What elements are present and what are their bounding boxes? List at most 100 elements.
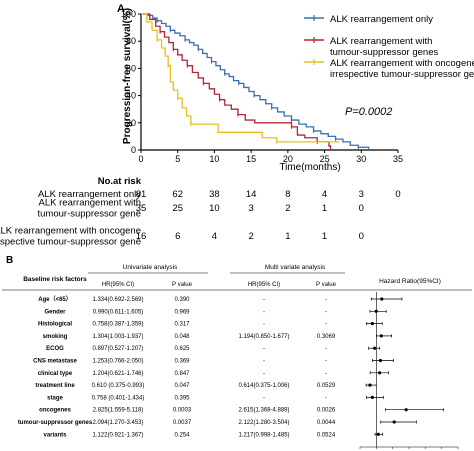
uni-hr-header: HR(95% CI)	[102, 282, 134, 288]
risk-count: 6	[175, 231, 180, 242]
multi-hr-cell: -	[263, 359, 265, 365]
risk-count: 0	[359, 231, 364, 242]
uni-p-cell: 0.969	[174, 309, 190, 315]
hr-point	[404, 408, 408, 412]
forest-header: Hazard Ratio(95%CI)	[379, 278, 441, 285]
risk-count: 8	[285, 189, 290, 200]
risk-count: 35	[136, 203, 147, 214]
forest-table-chart: B Univariate analysis Multi variate analy…	[2, 255, 472, 449]
hr-point	[378, 358, 383, 363]
uni-hr-cell: 0.758(0.387-1.359)	[92, 322, 143, 328]
hr-point	[373, 346, 377, 350]
multi-p-cell: -	[325, 346, 327, 352]
multi-hr-cell: 1.194(0.850-1.677)	[238, 334, 289, 340]
uni-hr-cell: 1.253(0.766-2.050)	[92, 359, 143, 365]
risk-count: 0	[359, 203, 364, 214]
factor-label: Age（<65）	[38, 295, 72, 303]
uni-hr-cell: 0.758 (0.401-1.434)	[92, 395, 145, 401]
risk-count: 3	[248, 203, 253, 214]
risk-row-label: irrespective tumour-suppressor gene	[0, 237, 141, 248]
legend-label-onc: ALK rearrangement with oncogenes	[330, 58, 474, 69]
multi-p-cell: -	[325, 371, 327, 377]
multi-hr-cell: -	[263, 346, 265, 352]
multi-p-cell: 0.0026	[317, 408, 336, 414]
legend-label-onc: irrespective tumour-suppressor genes	[330, 69, 474, 80]
risk-row-label: tumour-suppressor gene	[38, 209, 142, 220]
risk-count: 4	[212, 231, 217, 242]
panel-label-b: B	[6, 255, 13, 266]
multi-p-cell: 0.0524	[317, 432, 336, 438]
hr-point	[370, 322, 374, 326]
x-tick-label: 5	[175, 154, 180, 164]
uni-hr-cell: 0.610 (0.375-0.993)	[92, 383, 145, 389]
x-tick-label: 25	[320, 154, 330, 164]
y-tick-label: 40	[126, 91, 136, 101]
risk-count: 38	[209, 189, 220, 200]
x-tick-label: 0	[138, 154, 143, 164]
risk-count: 1	[322, 231, 327, 242]
multi-hr-cell: -	[263, 322, 265, 328]
p-value-annotation: P=0.0002	[345, 106, 392, 118]
multi-p-cell: 0.3069	[317, 334, 336, 340]
factor-label: stage	[47, 395, 63, 401]
univariate-header: Univariate analysis	[123, 264, 178, 271]
risk-count: 1	[285, 231, 290, 242]
risk-count: 14	[246, 189, 257, 200]
km-survival-chart: A Progression-free survival(%) Time(mont…	[0, 3, 474, 248]
uni-p-cell: 0.048	[174, 334, 190, 340]
panel-label-a: A	[117, 3, 125, 15]
hr-point	[368, 383, 372, 387]
legend-label-tsg: tumour-suppressor genes	[330, 47, 438, 58]
multi-p-cell: -	[325, 309, 327, 315]
legend-label-tsg: ALK rearrangement with	[330, 36, 432, 47]
risk-row-label: ALK rearrangement with	[39, 198, 141, 209]
risk-count: 1	[322, 203, 327, 214]
uni-p-cell: 0.847	[174, 371, 190, 377]
uni-p-cell: 0.317	[174, 322, 190, 328]
factor-label: treatment line	[35, 383, 75, 389]
uni-hr-cell: 0.897(0.527-1.207)	[92, 346, 143, 352]
factor-label: ECOG	[46, 346, 64, 352]
y-tick-label: 20	[126, 118, 136, 128]
km-curve-alk_only	[141, 13, 370, 150]
risk-count: 62	[172, 189, 183, 200]
uni-p-cell: 0.390	[174, 297, 190, 303]
uni-hr-cell: 0.990(0.611-1.605)	[93, 309, 144, 315]
risk-row-label: ALK rearrangement only	[38, 189, 141, 200]
multi-hr-cell: -	[263, 371, 265, 377]
hr-point	[379, 334, 383, 338]
x-tick-label: 35	[393, 154, 403, 164]
multi-hr-cell: -	[263, 297, 265, 303]
risk-count: 10	[209, 203, 220, 214]
uni-hr-cell: 1.304(1.003-1.937)	[92, 334, 143, 340]
multi-hr-cell: -	[263, 309, 265, 315]
multi-p-cell: -	[325, 322, 327, 328]
multi-p-cell: 0.0044	[317, 420, 336, 426]
multi-hr-header: HR(95% CI)	[248, 282, 280, 288]
risk-row-label: ALK rearrangement with oncogene	[0, 226, 141, 237]
uni-p-cell: 0.047	[174, 383, 190, 389]
risk-count: 4	[322, 189, 327, 200]
multi-p-cell: -	[325, 297, 327, 303]
y-tick-label: 0	[131, 145, 136, 155]
uni-p-cell: 0.625	[174, 346, 190, 352]
y-tick-label: 60	[126, 63, 136, 73]
uni-hr-cell: 1.122(0.921-1.367)	[92, 432, 143, 438]
uni-p-cell: 0.254	[174, 432, 190, 438]
risk-factors-header: Baseline risk factors	[23, 276, 87, 283]
km-curve-onc	[141, 13, 340, 143]
multi-p-cell: -	[325, 395, 327, 401]
uni-p-cell: 0.0037	[173, 420, 192, 426]
uni-p-cell: 0.369	[174, 359, 190, 365]
risk-count: 81	[136, 189, 147, 200]
multi-hr-cell: 1.217(0.998-1.485)	[238, 432, 289, 438]
multi-hr-cell: 2.122(1.280-3.504)	[238, 420, 289, 426]
x-axis-label: Time(months)	[279, 162, 340, 173]
x-tick-label: 10	[209, 154, 219, 164]
y-tick-label: 80	[126, 36, 136, 46]
hr-point	[392, 420, 396, 424]
factor-label: variants	[43, 432, 67, 438]
multi-p-cell: -	[325, 359, 327, 365]
multi-hr-cell: 2.615(1.368-4.889)	[238, 408, 289, 414]
factor-label: oncogenes	[39, 408, 71, 414]
